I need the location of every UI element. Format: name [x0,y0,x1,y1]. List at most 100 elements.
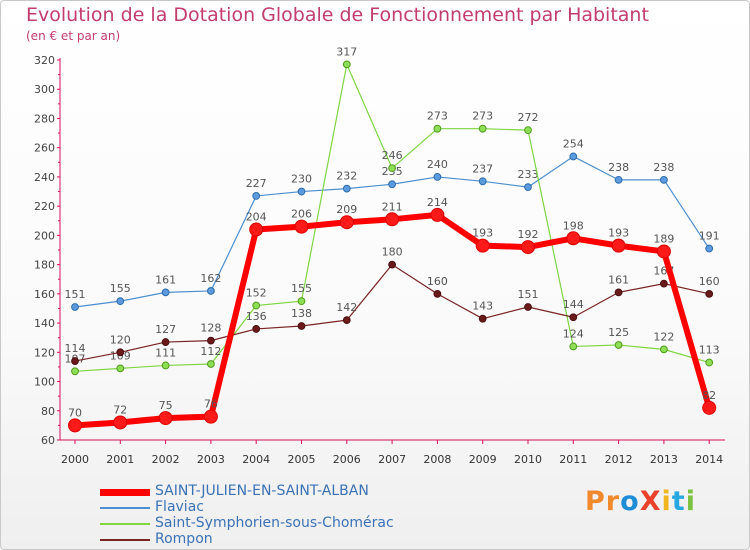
data-point [388,164,397,173]
legend-label: SAINT-JULIEN-EN-SAINT-ALBAN [155,483,369,499]
data-label: 198 [563,219,584,232]
proxiti-logo: ProXiti [585,486,696,517]
data-point [611,238,626,253]
logo-letter: t [671,486,686,517]
data-point [71,357,79,365]
y-tick-label: 160 [34,288,55,301]
data-label: 161 [608,273,629,286]
data-point [71,367,79,376]
data-label: 160 [699,275,720,288]
data-point [478,314,487,323]
x-tick-label: 2005 [288,453,316,466]
data-label: 155 [291,282,312,295]
logo-letter: i [661,486,672,517]
x-tick-label: 2006 [333,453,361,466]
data-label: 120 [110,333,131,346]
data-point [161,338,170,346]
x-tick-label: 2004 [242,453,270,466]
x-tick-label: 2008 [423,453,451,466]
data-label: 82 [702,389,716,402]
data-point [478,124,487,133]
y-tick-label: 260 [34,142,55,155]
data-label: 114 [65,342,86,355]
data-label: 273 [472,110,493,123]
data-label: 162 [200,272,221,285]
data-label: 254 [563,137,584,150]
data-label: 127 [155,323,176,336]
data-label: 122 [653,330,674,343]
legend-label: Flaviac [155,499,204,515]
data-point [342,184,351,193]
data-label: 124 [563,327,584,340]
data-point [294,219,309,234]
data-label: 160 [427,275,448,288]
data-label: 112 [200,345,221,358]
data-label: 273 [427,110,448,123]
data-label: 138 [291,307,312,320]
data-label: 76 [204,398,218,411]
data-point [705,244,714,253]
data-point [385,212,400,227]
x-tick-label: 2002 [152,453,180,466]
data-label: 246 [382,149,403,162]
data-point [660,175,668,184]
data-label: 111 [155,346,176,359]
data-point [116,297,125,306]
x-tick-label: 2012 [605,453,633,466]
x-tick-label: 2007 [378,453,406,466]
data-point [569,152,578,161]
data-label: 180 [382,246,403,259]
data-label: 144 [563,298,584,311]
data-point [388,260,397,269]
chart-title: Evolution de la Dotation Globale de Fonc… [26,4,649,26]
data-label: 272 [518,111,539,124]
data-point [116,364,125,373]
data-label: 233 [518,168,539,181]
data-label: 214 [427,196,448,209]
data-point [702,400,717,415]
data-point [524,183,532,192]
data-point [161,288,170,297]
y-tick-label: 320 [34,54,55,67]
x-tick-label: 2003 [197,453,225,466]
data-point [249,222,264,237]
data-label: 209 [336,203,357,216]
data-point [116,348,125,357]
y-tick-label: 120 [34,346,55,359]
data-label: 189 [653,232,674,245]
data-label: 70 [68,406,82,419]
data-point [207,287,215,295]
data-label: 143 [472,300,493,313]
x-tick-label: 2010 [514,453,542,466]
data-label: 191 [699,230,720,243]
data-point [252,192,261,200]
data-point [158,411,173,426]
data-point [252,325,261,333]
data-label: 193 [608,227,629,240]
data-label: 142 [336,301,357,314]
logo-letter: o [620,486,640,517]
y-tick-label: 200 [34,229,55,242]
data-label: 238 [653,161,674,174]
data-label: 113 [699,344,720,357]
data-label: 227 [246,177,267,190]
data-point [614,288,623,297]
data-label: 206 [291,208,312,221]
data-point [339,215,354,230]
legend-label: Rompon [155,531,213,547]
data-point [207,336,215,345]
series-saint-symphorien-sous-chom-rac: 1071091111121521553172462732732721241251… [65,45,720,376]
data-point [433,173,442,181]
legend-swatch [100,488,150,496]
data-label: 192 [518,228,539,241]
data-label: 155 [110,282,131,295]
data-point [297,187,306,196]
y-tick-label: 220 [34,200,55,213]
data-point [705,358,714,367]
data-label: 240 [427,158,448,171]
legend-swatch [100,523,150,525]
y-tick-label: 180 [34,259,55,272]
data-label: 230 [291,173,312,186]
y-tick-label: 60 [41,434,55,447]
